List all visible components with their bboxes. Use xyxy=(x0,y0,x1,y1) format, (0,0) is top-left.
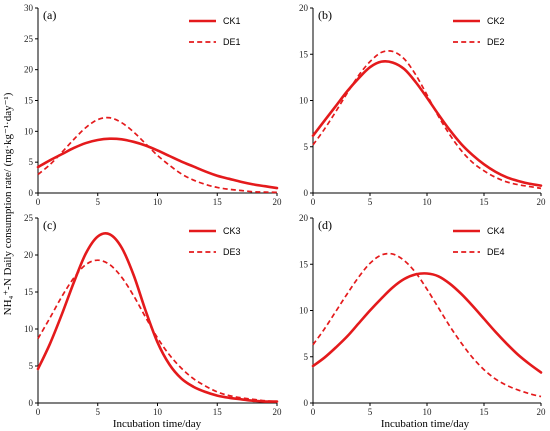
x-tick-label: 15 xyxy=(213,407,223,417)
series-line-ck3 xyxy=(36,232,279,403)
legend-label-ck2: CK2 xyxy=(487,16,505,26)
x-tick-label: 15 xyxy=(480,197,490,207)
x-axis-title-left: Incubation time/day xyxy=(113,418,202,430)
y-tick-label: 5 xyxy=(29,361,34,371)
x-tick-label: 10 xyxy=(153,197,163,207)
y-tick-label: 0 xyxy=(304,188,309,198)
legend-label-de2: DE2 xyxy=(487,37,505,47)
legend-label-de4: DE4 xyxy=(487,247,505,257)
legend-label-ck3: CK3 xyxy=(223,226,241,236)
y-tick-label: 25 xyxy=(24,213,34,223)
y-tick-label: 20 xyxy=(299,213,309,223)
legend-label-de3: DE3 xyxy=(223,247,241,257)
y-tick-label: 0 xyxy=(304,398,309,408)
x-tick-label: 20 xyxy=(537,197,547,207)
x-tick-label: 0 xyxy=(311,407,316,417)
y-tick-label: 15 xyxy=(24,287,34,297)
x-tick-label: 20 xyxy=(537,407,547,417)
panel-label: (c) xyxy=(43,218,56,232)
x-tick-label: 5 xyxy=(96,197,101,207)
y-tick-label: 10 xyxy=(299,306,309,316)
series-line-de4 xyxy=(312,252,542,398)
panel-label: (d) xyxy=(318,218,332,232)
x-tick-label: 10 xyxy=(423,197,433,207)
legend-label-de1: DE1 xyxy=(223,37,241,47)
x-tick-label: 5 xyxy=(368,197,373,207)
y-tick-label: 10 xyxy=(24,324,34,334)
y-tick-label: 25 xyxy=(24,34,34,44)
y-tick-label: 20 xyxy=(24,250,34,260)
y-axis-title: NH₄⁺-N Daily consumption rate/ (mg·kg⁻¹·… xyxy=(2,92,14,315)
series-line-ck4 xyxy=(311,272,543,374)
x-tick-label: 20 xyxy=(273,197,283,207)
legend-label-ck4: CK4 xyxy=(487,226,505,236)
panel-1: 0 5 10 15 20 0 5 10 15 20 25 30 (a) CK1 DE1 xyxy=(24,3,282,207)
y-tick-label: 10 xyxy=(299,96,309,106)
x-axis-title-right: Incubation time/day xyxy=(381,418,470,430)
y-tick-label: 0 xyxy=(29,398,34,408)
y-tick-label: 15 xyxy=(299,49,309,59)
panel-3: 0 5 10 15 20 0 5 10 15 20 25 (c) CK3 DE3 xyxy=(24,213,282,417)
y-tick-label: 20 xyxy=(299,3,309,13)
x-tick-label: 0 xyxy=(311,197,316,207)
series-line-de2 xyxy=(312,49,542,190)
x-tick-label: 5 xyxy=(96,407,101,417)
y-tick-label: 20 xyxy=(24,65,34,75)
x-tick-label: 10 xyxy=(153,407,163,417)
y-tick-label: 5 xyxy=(29,157,34,167)
x-tick-label: 20 xyxy=(273,407,283,417)
y-tick-label: 10 xyxy=(24,126,34,136)
y-tick-label: 30 xyxy=(24,3,34,13)
y-tick-label: 0 xyxy=(29,188,34,198)
x-tick-label: 0 xyxy=(36,407,41,417)
panel-label: (b) xyxy=(318,8,332,22)
x-tick-label: 5 xyxy=(368,407,373,417)
y-tick-label: 5 xyxy=(304,142,309,152)
x-tick-label: 15 xyxy=(213,197,223,207)
y-tick-label: 15 xyxy=(299,259,309,269)
panel-2: 0 5 10 15 20 0 5 10 15 20 (b) CK2 DE2 xyxy=(299,3,546,207)
x-tick-label: 10 xyxy=(423,407,433,417)
y-tick-label: 15 xyxy=(24,96,34,106)
series-line-ck2 xyxy=(311,59,543,187)
panel-4: 0 5 10 15 20 0 5 10 15 20 (d) CK4 DE4 xyxy=(299,213,546,417)
x-tick-label: 0 xyxy=(36,197,41,207)
legend-label-ck1: CK1 xyxy=(223,16,241,26)
series-line-ck1 xyxy=(36,137,279,190)
series-line-de3 xyxy=(37,259,278,403)
panel-label: (a) xyxy=(43,8,56,22)
x-tick-label: 15 xyxy=(480,407,490,417)
y-tick-label: 5 xyxy=(304,352,309,362)
